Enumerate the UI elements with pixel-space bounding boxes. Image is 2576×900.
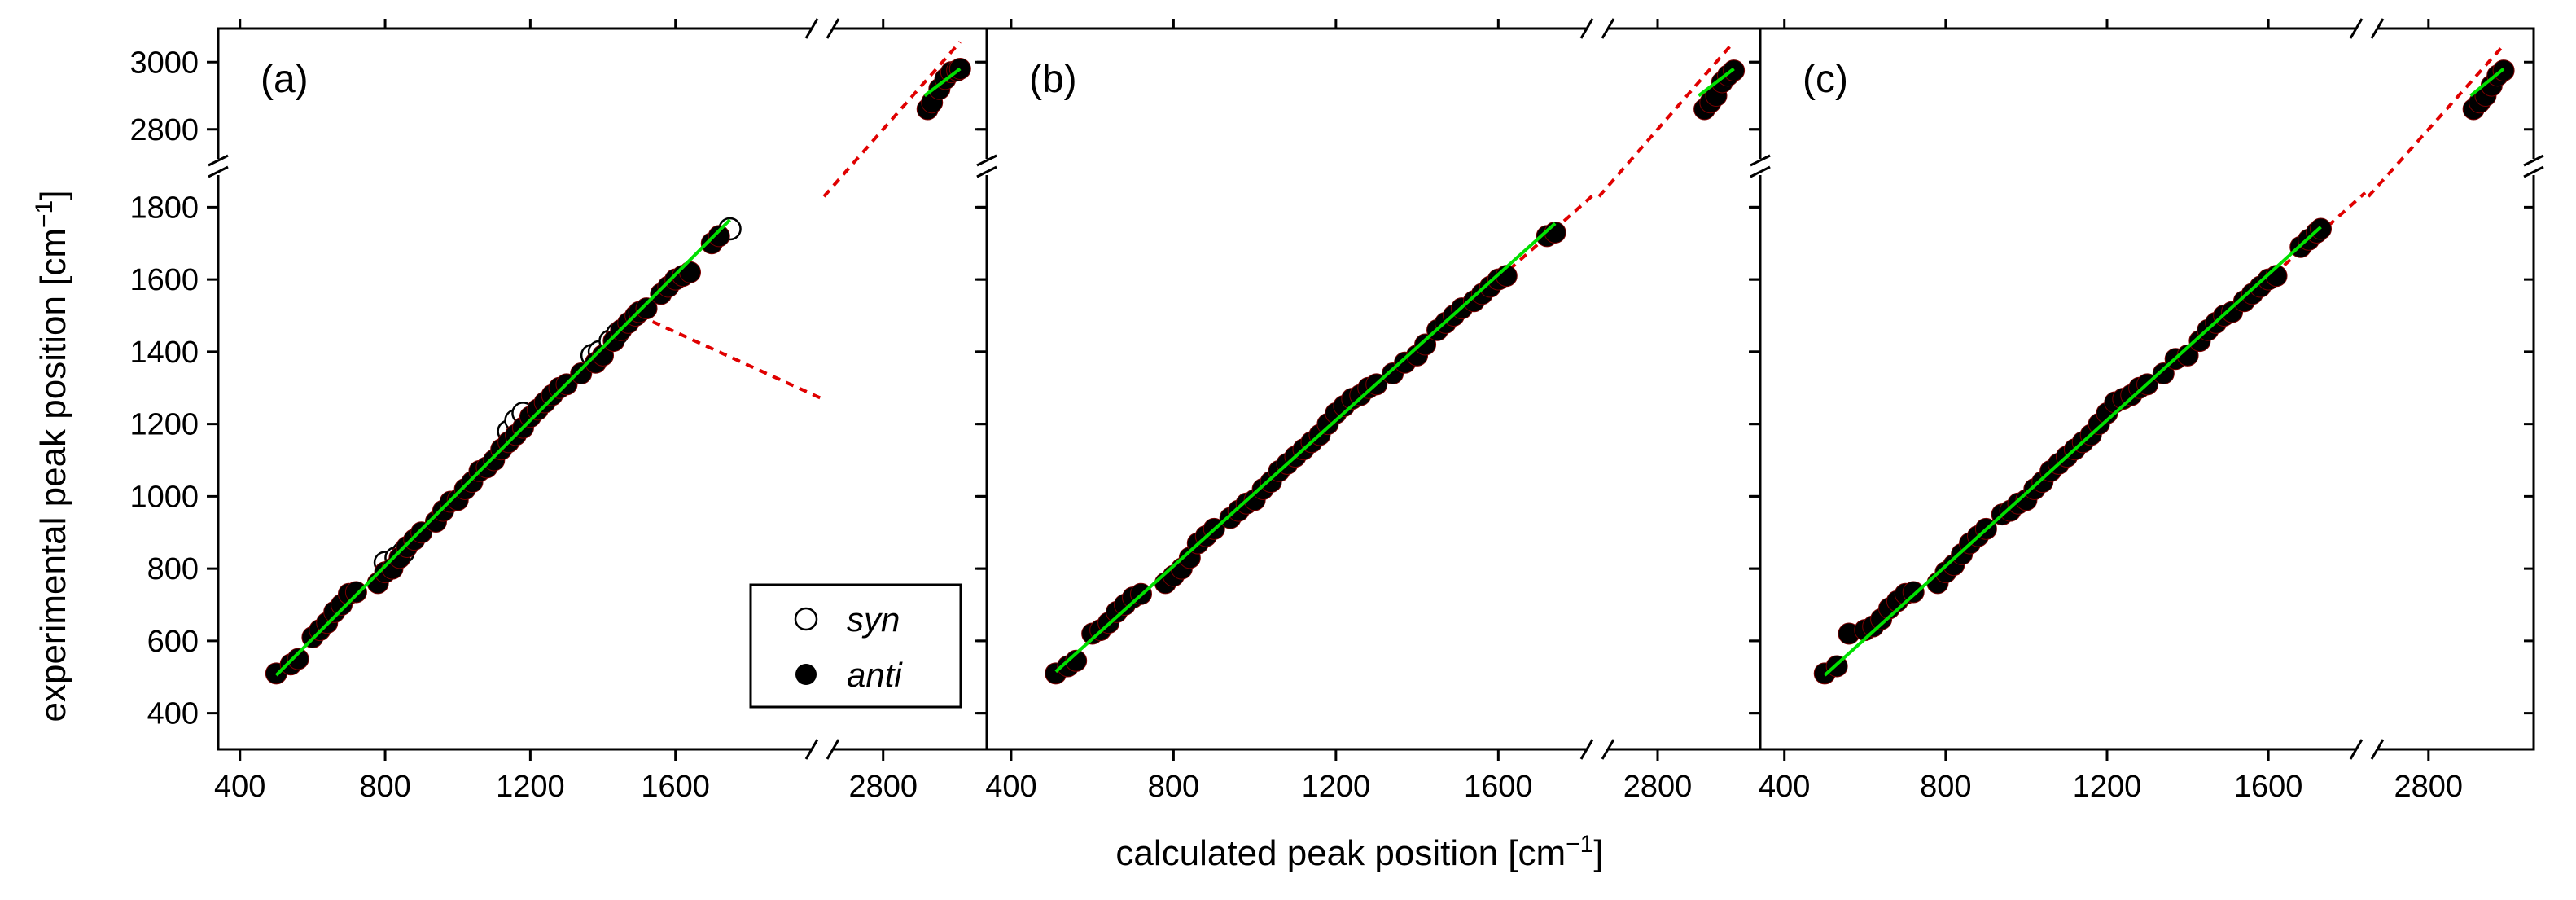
y-break-mark xyxy=(976,165,997,178)
point-anti xyxy=(344,581,367,604)
x-tick-label: 2800 xyxy=(1623,770,1693,804)
point-anti xyxy=(1902,581,1925,604)
x-tick-label: 800 xyxy=(1920,770,1971,804)
x-tick-label: 1600 xyxy=(641,770,710,804)
x-tick-label: 2800 xyxy=(848,770,918,804)
legend-anti-label: anti xyxy=(847,656,903,694)
point-anti xyxy=(2152,362,2175,384)
legend-anti-marker xyxy=(795,664,817,685)
fit-line-high xyxy=(1698,67,1735,98)
y-tick-label: 1000 xyxy=(129,480,199,514)
point-anti xyxy=(679,261,702,283)
x-axis-label: calculated peak position [cm−1] xyxy=(1115,831,1603,873)
y-break-mark xyxy=(208,154,229,167)
panel-1: 400 800 1200 1600 2800 400 600 800 1000 1200 1400 1… xyxy=(129,18,997,804)
x-tick-label: 1200 xyxy=(2073,770,2142,804)
x-break-mark xyxy=(1579,18,1594,39)
legend-syn-label: syn xyxy=(847,600,900,639)
legend-box xyxy=(749,583,962,709)
panel-3: 400 800 1200 1600 2800 (c) xyxy=(1749,18,2544,804)
point-anti xyxy=(635,297,658,320)
fit-line-high xyxy=(923,67,962,98)
x-tick-label: 2800 xyxy=(2394,770,2464,804)
y-tick-label: 600 xyxy=(147,625,199,659)
y-tick-label: 2800 xyxy=(129,113,199,147)
y-tick-label: 400 xyxy=(147,697,199,731)
x-break-mark xyxy=(826,18,840,39)
x-break-mark xyxy=(2349,18,2364,39)
x-tick-label: 1200 xyxy=(496,770,565,804)
y-tick-label: 1400 xyxy=(129,336,199,370)
fit-line xyxy=(1823,226,2322,677)
x-break-mark xyxy=(2370,739,2385,760)
point-anti xyxy=(1414,333,1437,356)
x-break-mark xyxy=(1579,739,1594,760)
panel-2: 400 800 1200 1600 2800 (b) xyxy=(975,18,1771,804)
panel-frame xyxy=(1759,27,2535,751)
y-break-mark xyxy=(976,154,997,167)
legend-syn-marker xyxy=(794,607,818,631)
x-tick-label: 400 xyxy=(1759,770,1810,804)
x-tick-label: 1600 xyxy=(2234,770,2303,804)
x-tick-label: 400 xyxy=(985,770,1036,804)
reference-line xyxy=(638,314,821,400)
x-break-mark xyxy=(2370,18,2385,39)
panel-label: (b) xyxy=(1029,58,1077,101)
x-tick-label: 1600 xyxy=(1464,770,1533,804)
panel-label: (c) xyxy=(1803,58,1848,101)
y-break-mark xyxy=(2523,154,2544,167)
panels: 400 800 1200 1600 2800 400 600 800 1000 1200 1400 1… xyxy=(129,18,2544,804)
x-tick-label: 800 xyxy=(1148,770,1199,804)
y-break-mark xyxy=(1750,165,1771,178)
x-break-mark xyxy=(1601,18,1615,39)
x-break-mark xyxy=(804,18,819,39)
x-break-mark xyxy=(804,739,819,760)
reference-line-high xyxy=(2367,44,2505,198)
x-break-mark xyxy=(2349,739,2364,760)
point-anti xyxy=(708,225,730,248)
x-tick-label: 400 xyxy=(214,770,265,804)
x-tick-label: 1200 xyxy=(1302,770,1371,804)
fit-line-high xyxy=(2469,67,2505,98)
y-break-mark xyxy=(2523,165,2544,178)
y-tick-label: 1800 xyxy=(129,191,199,225)
x-break-mark xyxy=(1601,739,1615,760)
y-break-mark xyxy=(208,165,229,178)
fit-line xyxy=(274,218,731,677)
point-anti xyxy=(287,648,309,670)
reference-line-high xyxy=(1597,41,1736,198)
reference-line-high xyxy=(822,41,962,198)
legend: syn anti xyxy=(749,583,962,709)
x-break-mark xyxy=(826,739,840,760)
y-tick-label: 3000 xyxy=(129,46,199,80)
y-tick-label: 1200 xyxy=(129,408,199,442)
y-tick-label: 1600 xyxy=(129,263,199,297)
x-tick-label: 800 xyxy=(359,770,410,804)
y-tick-label: 800 xyxy=(147,552,199,586)
y-axis-label: experimental peak position [cm−1] xyxy=(31,191,73,722)
y-break-mark xyxy=(1750,154,1771,167)
panel-label: (a) xyxy=(261,58,309,101)
fit-line xyxy=(1054,222,1557,674)
